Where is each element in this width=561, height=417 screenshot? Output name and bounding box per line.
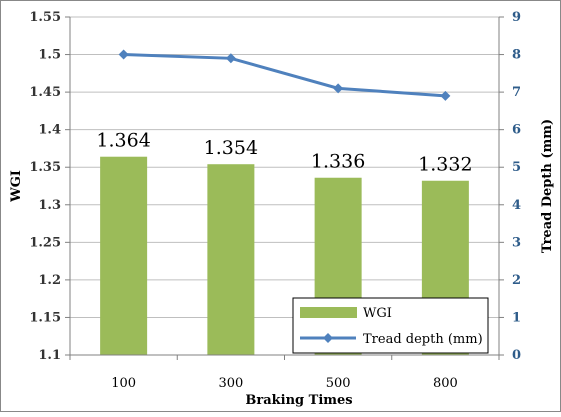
- y-right-tick-label: 5: [512, 160, 521, 175]
- tread-depth-marker: [118, 49, 129, 60]
- x-tick-label: 300: [218, 376, 243, 391]
- x-tick-label: 100: [111, 376, 136, 391]
- legend-label-wgi: WGI: [363, 306, 392, 321]
- y-right-tick-label: 9: [512, 10, 521, 25]
- wgi-data-label: 1.332: [418, 154, 472, 176]
- wgi-data-label: 1.354: [204, 137, 258, 159]
- tick-labels: 1.1 1.15 1.2 1.25 1.3 1.35 1.4 1.45 1.5 1.55 0 1 2 3 4…: [29, 10, 521, 391]
- y-left-tick-label: 1.15: [29, 310, 61, 325]
- y-right-tick-label: 4: [512, 198, 521, 213]
- x-axis-title: Braking Times: [245, 393, 352, 408]
- legend-swatch-wgi: [300, 307, 357, 318]
- x-tick-label: 500: [326, 376, 351, 391]
- tread-depth-line: [118, 49, 451, 101]
- legend-label-tread-depth: Tread depth (mm): [363, 332, 483, 347]
- y-right-tick-label: 0: [512, 348, 521, 363]
- y-right-tick-label: 3: [512, 235, 521, 250]
- data-labels: 1.364 1.354 1.336 1.332: [96, 130, 472, 176]
- axes: [65, 16, 504, 360]
- tread-depth-marker: [225, 53, 236, 64]
- y-left-tick-label: 1.45: [29, 85, 61, 100]
- legend: WGI Tread depth (mm): [292, 297, 489, 354]
- wgi-bar: [207, 164, 255, 355]
- y-left-tick-label: 1.4: [38, 123, 61, 138]
- y-right-tick-label: 2: [512, 273, 521, 288]
- y-left-tick-label: 1.25: [29, 235, 61, 250]
- y-left-tick-label: 1.2: [38, 273, 61, 288]
- y-left-tick-label: 1.5: [38, 48, 61, 63]
- y-right-tick-label: 1: [512, 310, 521, 325]
- tread-depth-marker: [440, 90, 451, 101]
- y-left-tick-label: 1.35: [29, 160, 61, 175]
- tread-depth-polyline: [123, 53, 446, 98]
- y-right-axis-title: Tread Depth (mm): [540, 119, 555, 253]
- wgi-data-label: 1.336: [311, 151, 365, 173]
- y-right-tick-label: 8: [512, 48, 521, 63]
- tread-depth-marker: [333, 83, 344, 94]
- y-left-tick-label: 1.3: [38, 198, 61, 213]
- x-tick-label: 800: [433, 376, 458, 391]
- y-left-tick-label: 1.1: [38, 348, 61, 363]
- y-right-tick-label: 6: [512, 123, 521, 138]
- wgi-bar: [100, 156, 148, 355]
- legend-swatch-tread-marker: [323, 333, 333, 343]
- y-left-axis-title: WGI: [9, 170, 24, 203]
- y-left-tick-label: 1.55: [29, 10, 61, 25]
- y-right-tick-label: 7: [512, 85, 521, 100]
- wgi-data-label: 1.364: [96, 130, 150, 152]
